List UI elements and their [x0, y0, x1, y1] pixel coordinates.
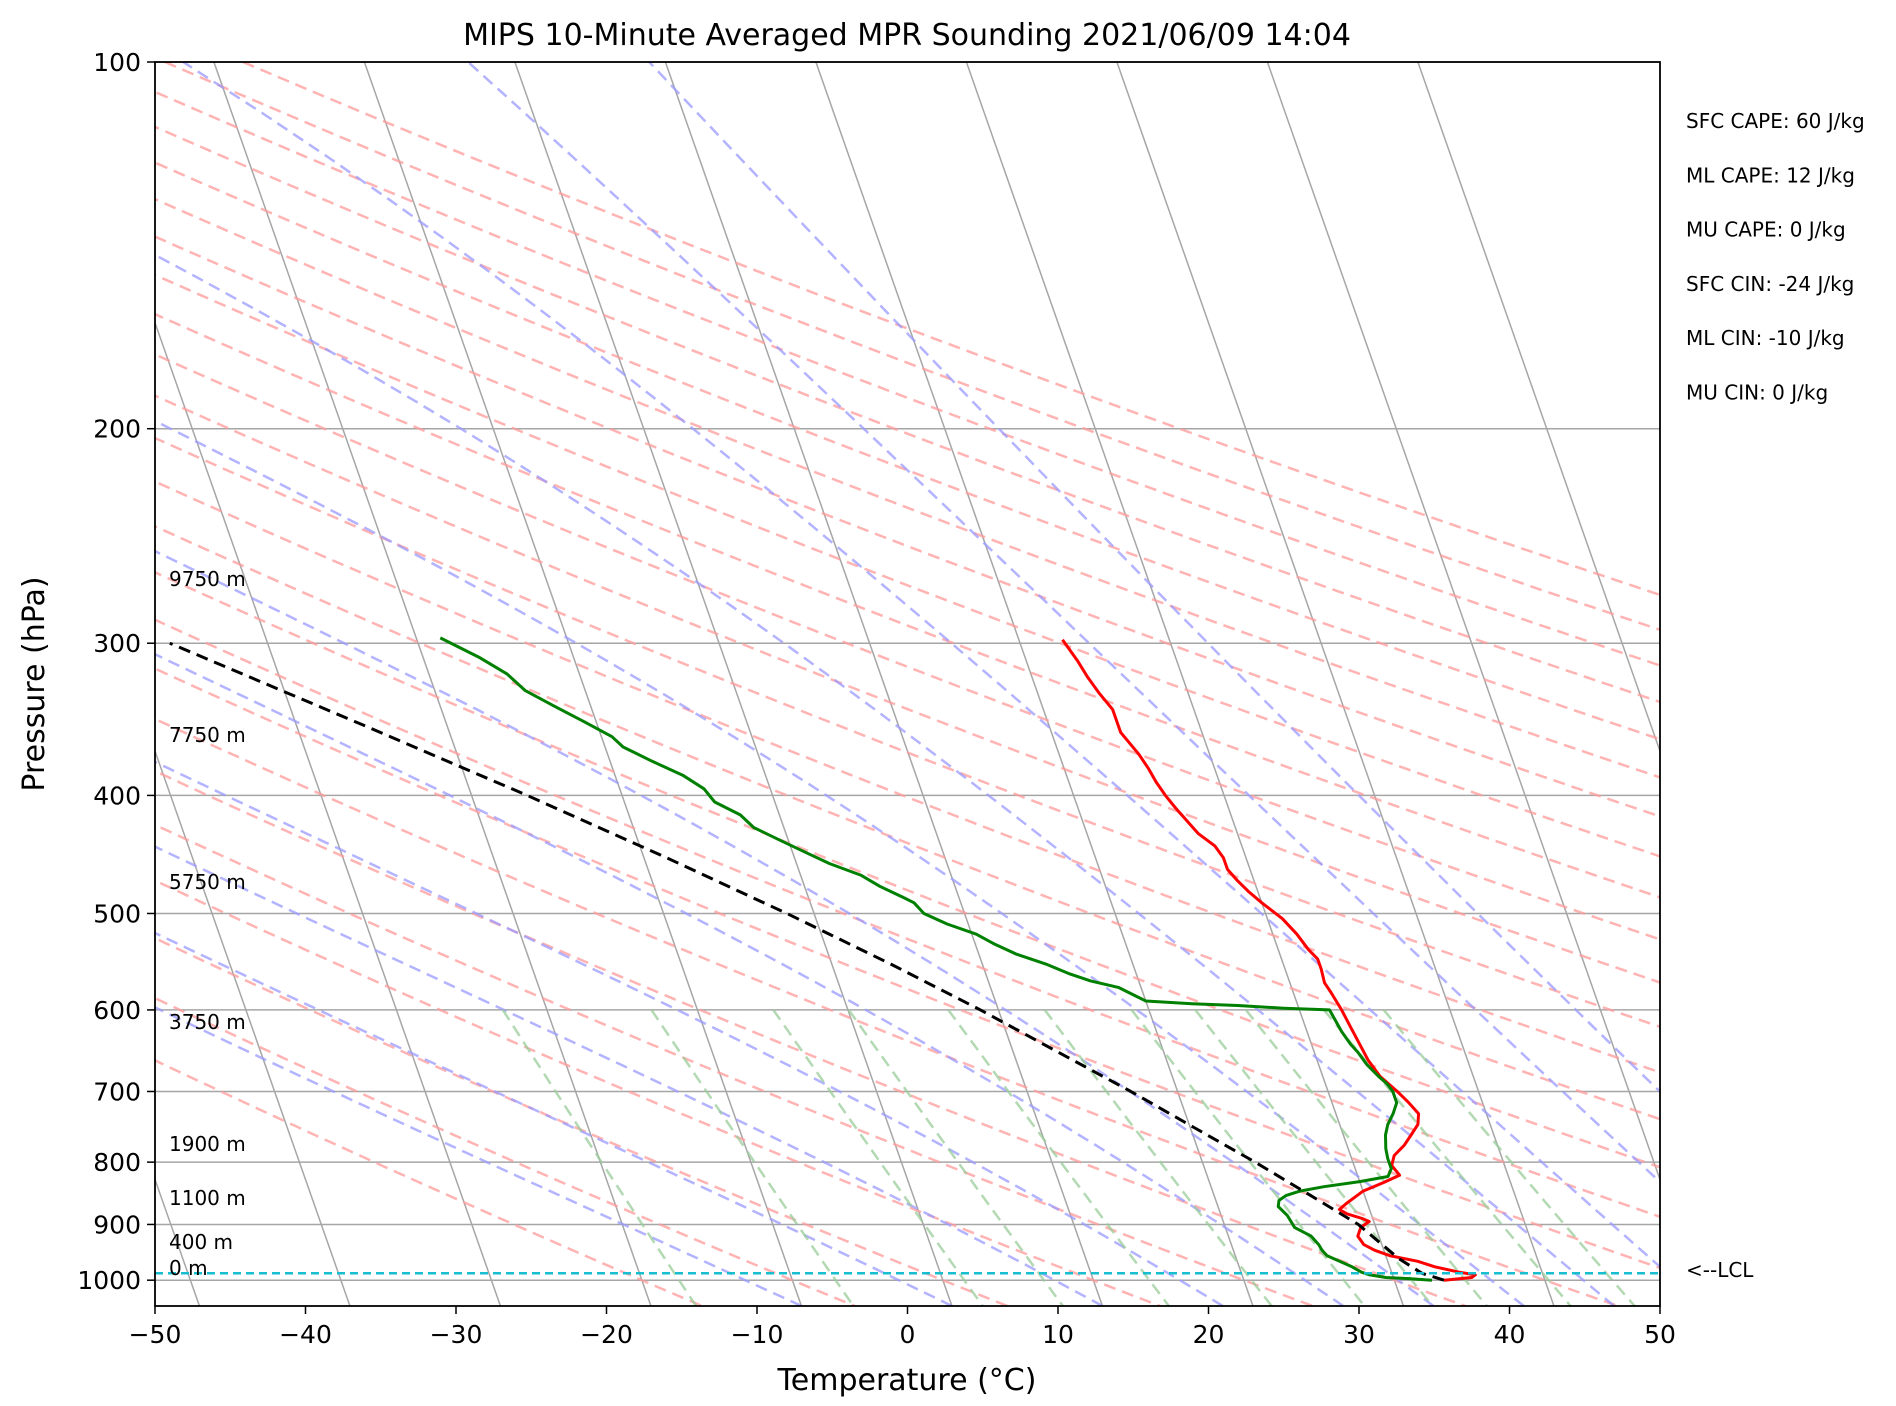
- background-lines: [155, 62, 1660, 1306]
- isotherm-line: [1417, 62, 1660, 754]
- dry-adiabat-line: [155, 436, 1660, 1029]
- dry-adiabat-line: [155, 235, 1660, 818]
- dry-adiabat-line: [155, 618, 1660, 1219]
- dry-adiabat-line: [155, 125, 1660, 704]
- moist-adiabat-line: [155, 419, 1525, 1306]
- dry-adiabat-line: [164, 62, 1660, 632]
- y-tick-label: 1000: [77, 1266, 141, 1295]
- moist-adiabat-line: [155, 549, 1435, 1306]
- parameter-stats: SFC CAPE: 60 J/kg ML CAPE: 12 J/kg MU CAPE…: [1686, 109, 1865, 405]
- x-tick-label: 10: [1042, 1320, 1074, 1349]
- dry-adiabat-line: [155, 769, 1466, 1306]
- mixing-ratio-line: [1130, 1009, 1366, 1306]
- dry-adiabat-line: [155, 161, 1660, 741]
- stat-text: SFC CIN: -24 J/kg: [1686, 272, 1854, 296]
- x-tick-label: −40: [279, 1320, 332, 1349]
- isotherm-line: [965, 62, 1405, 1306]
- y-tick-label: 200: [93, 415, 141, 444]
- moist-adiabat-line: [155, 1005, 802, 1306]
- x-tick-label: 40: [1494, 1320, 1526, 1349]
- dry-adiabat-line: [155, 197, 1660, 779]
- x-axis-ticks: −50 −40 −30 −20 −10 0 10 20 30 40 50: [129, 1306, 1676, 1349]
- y-tick-label: 400: [93, 781, 141, 810]
- dry-adiabat-line: [155, 273, 1660, 858]
- stat-text: SFC CAPE: 60 J/kg: [1686, 109, 1865, 133]
- x-tick-label: −30: [430, 1320, 483, 1349]
- dry-adiabat-line: [155, 823, 1314, 1306]
- x-tick-label: 20: [1193, 1320, 1225, 1349]
- y-tick-label: 800: [93, 1148, 141, 1177]
- y-tick-label: 300: [93, 629, 141, 658]
- moist-adiabat-line: [182, 62, 1660, 1269]
- mixing-ratio-line: [947, 1009, 1170, 1306]
- x-tick-label: 0: [900, 1320, 916, 1349]
- mixing-ratio-line: [1244, 1009, 1488, 1306]
- moist-adiabat-line: [648, 62, 1660, 1094]
- x-tick-label: −20: [580, 1320, 633, 1349]
- dry-adiabat-line: [155, 717, 1619, 1306]
- isotherm-line: [213, 62, 652, 1306]
- x-tick-label: 30: [1343, 1320, 1375, 1349]
- height-label: 400 m: [169, 1230, 233, 1254]
- x-axis-label: Temperature (°C): [777, 1363, 1037, 1398]
- chart-title: MIPS 10-Minute Averaged MPR Sounding 202…: [463, 18, 1351, 53]
- dry-adiabat-line: [155, 996, 856, 1306]
- isotherm-line: [363, 62, 803, 1306]
- y-tick-label: 100: [93, 48, 141, 77]
- moist-adiabat-line: [155, 253, 1615, 1306]
- isotherm-line: [1116, 62, 1555, 1306]
- height-label: 9750 m: [169, 567, 246, 591]
- dry-adiabat-line: [155, 353, 1660, 941]
- stat-text: MU CAPE: 0 J/kg: [1686, 218, 1846, 242]
- stat-text: ML CAPE: 12 J/kg: [1686, 163, 1855, 187]
- dry-adiabat-line: [155, 667, 1660, 1270]
- x-tick-label: −10: [731, 1320, 784, 1349]
- y-axis-ticks: 100 200 300 400 500 600 700 800 900 1000: [77, 48, 155, 1295]
- stat-text: ML CIN: -10 J/kg: [1686, 326, 1845, 350]
- x-tick-label: −50: [129, 1320, 182, 1349]
- mixing-ratio-line: [650, 1009, 855, 1306]
- moist-adiabat-line: [155, 652, 1344, 1306]
- moist-adiabat-line: [155, 760, 1224, 1306]
- moist-adiabat-line: [155, 931, 953, 1306]
- isotherm-line: [664, 62, 1104, 1306]
- y-axis-label: Pressure (hPa): [17, 576, 52, 791]
- dry-adiabat-line: [155, 1058, 703, 1306]
- y-tick-label: 600: [93, 996, 141, 1025]
- isotherm-line: [1266, 62, 1660, 1182]
- x-tick-label: 50: [1644, 1320, 1676, 1349]
- plot-frame: [154, 61, 1661, 1307]
- lcl-label: <--LCL: [1686, 1258, 1754, 1282]
- mixing-ratio-line: [772, 1009, 984, 1306]
- height-labels: 9750 m 7750 m 5750 m 3750 m 1900 m 1100 m 400 …: [169, 567, 246, 1280]
- dry-adiabat-line: [242, 62, 1660, 597]
- isotherm-line: [155, 320, 502, 1306]
- mixing-ratio-line: [1043, 1009, 1273, 1306]
- moist-adiabat-line: [467, 62, 1660, 1184]
- dry-adiabat-line: [155, 90, 1660, 667]
- height-label: 3750 m: [169, 1010, 246, 1034]
- height-label: 1900 m: [169, 1132, 246, 1156]
- series-lines: [155, 636, 1660, 1282]
- mixing-ratio-line: [501, 1009, 698, 1306]
- parcel-profile-line: [169, 641, 1445, 1282]
- moist-adiabat-line: [155, 845, 1104, 1306]
- height-label: 0 m: [169, 1256, 208, 1280]
- mixing-ratio-line: [1382, 1009, 1636, 1306]
- y-tick-label: 900: [93, 1210, 141, 1239]
- isotherm-line: [815, 62, 1254, 1306]
- y-tick-label: 500: [93, 899, 141, 928]
- temperature-line: [1061, 638, 1477, 1282]
- height-label: 5750 m: [169, 870, 246, 894]
- dewpoint-line: [439, 636, 1433, 1282]
- isotherm-line: [155, 748, 351, 1306]
- stat-text: MU CIN: 0 J/kg: [1686, 381, 1828, 405]
- height-label: 7750 m: [169, 723, 246, 747]
- dry-adiabat-line: [155, 936, 1008, 1306]
- dry-adiabat-line: [155, 570, 1660, 1169]
- mixing-ratio-line: [847, 1009, 1064, 1306]
- height-label: 1100 m: [169, 1186, 246, 1210]
- y-tick-label: 700: [93, 1077, 141, 1106]
